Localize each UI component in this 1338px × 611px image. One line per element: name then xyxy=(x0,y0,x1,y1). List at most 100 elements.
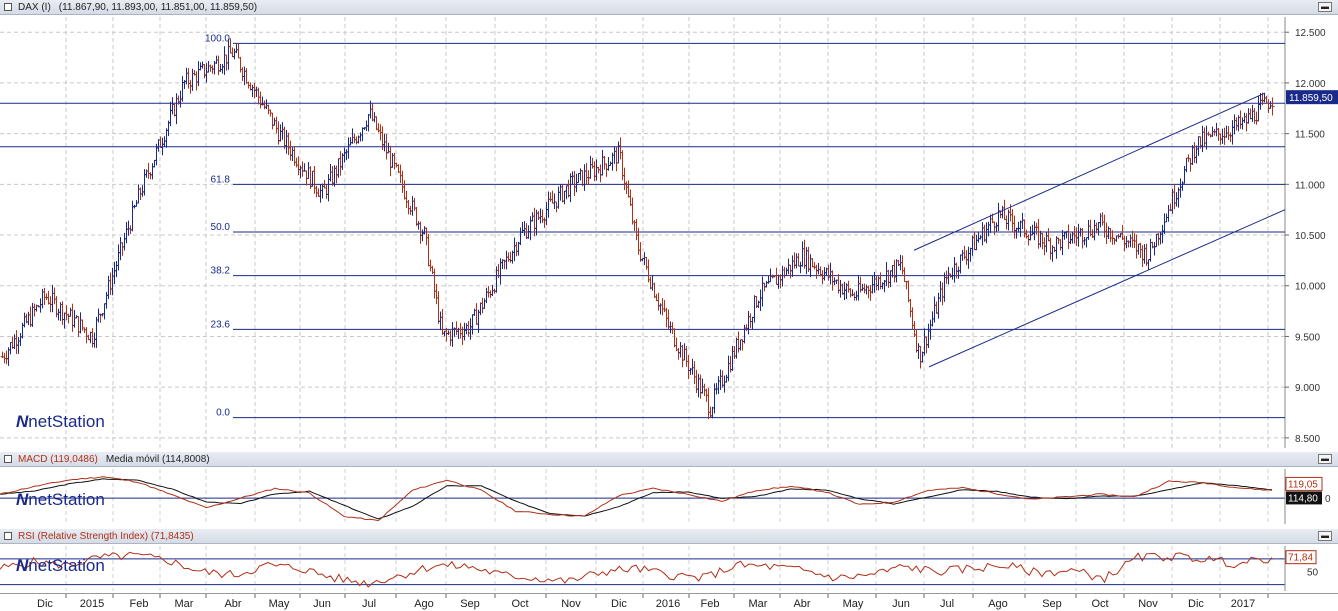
ohlc-bar xyxy=(424,227,429,246)
ohlc-bar xyxy=(1250,104,1255,122)
rsi-chart[interactable]: 50 71,84 xyxy=(0,529,1338,593)
ohlc-bar xyxy=(416,221,421,230)
ohlc-bar xyxy=(988,214,993,233)
x-axis: Dic 2015 Feb Mar Abr May Jun Jul Ago Sep Oct Nov Dic… xyxy=(0,593,1338,611)
last-value-badge xyxy=(1286,90,1338,105)
ohlc-bar xyxy=(104,291,109,309)
ohlc-bar xyxy=(976,232,981,243)
ohlc-bar xyxy=(8,341,13,355)
ohlc-bar xyxy=(1112,237,1117,245)
ohlc-bar xyxy=(530,212,535,222)
ohlc-bar xyxy=(150,163,155,180)
ohlc-bar xyxy=(828,262,833,285)
ohlc-bar xyxy=(1174,192,1179,207)
ohlc-bar xyxy=(692,361,697,385)
price-panel-header[interactable]: DAX (I) (11.867,90, 11.893,00, 11.851,00,… xyxy=(0,0,1338,15)
ohlc-bar xyxy=(932,296,937,323)
ohlc-bar xyxy=(448,330,453,346)
panel-menu-icon[interactable] xyxy=(4,532,12,540)
ohlc-bar xyxy=(188,79,193,94)
y-tick-label: 50 xyxy=(1307,568,1319,579)
ohlc-bar xyxy=(172,102,177,117)
ohlc-bar xyxy=(538,208,543,224)
ohlc-bar xyxy=(748,313,753,329)
ohlc-bar xyxy=(710,406,715,419)
ohlc-bar xyxy=(240,67,245,81)
x-tick-label: May xyxy=(843,598,864,610)
price-chart[interactable]: 100.0 61.8 50.0 38.2 23.6 0.0 12.500 12.000 11.… xyxy=(0,0,1338,450)
ohlc-bar xyxy=(238,56,243,73)
ohlc-bar xyxy=(656,292,661,311)
ohlc-bar xyxy=(672,328,677,348)
y-tick-label: 9.500 xyxy=(1295,332,1320,343)
ohlc-bar xyxy=(1018,220,1023,237)
ohlc-bar xyxy=(60,301,65,325)
ohlc-bar xyxy=(422,226,427,235)
ohlc-bar xyxy=(190,68,195,91)
ohlc-bar xyxy=(400,170,405,194)
ohlc-bar xyxy=(42,287,47,306)
ohlc-bar xyxy=(306,161,311,180)
ohlc-bar xyxy=(458,323,463,339)
macd-chart[interactable]: 0 119,05 114,80 xyxy=(0,452,1338,526)
fibonacci-label: 38.2 xyxy=(211,266,231,277)
macd-last-label: 119,05 xyxy=(1288,479,1318,490)
ohlc-bar xyxy=(1134,234,1139,259)
rsi-last-badge xyxy=(1285,550,1317,565)
x-tick-label: Jul xyxy=(362,598,376,610)
ohlc-bar xyxy=(174,93,179,125)
ohlc-bar xyxy=(602,155,607,170)
ohlc-bar xyxy=(736,331,741,353)
ohlc-bar xyxy=(654,293,659,302)
ohlc-bar xyxy=(86,334,91,341)
ohlc-bar xyxy=(842,281,847,301)
ohlc-bar xyxy=(1270,97,1275,116)
ohlc-bar xyxy=(84,327,89,344)
ohlc-bar xyxy=(114,260,119,278)
ohlc-bar xyxy=(244,68,249,84)
rsi-panel-header[interactable]: RSI (Relative Strength Index) (71,8435) … xyxy=(0,529,1338,544)
ohlc-bar xyxy=(952,257,957,283)
ohlc-bar xyxy=(1130,230,1135,248)
ohlc-bar xyxy=(894,259,899,283)
ohlc-bar xyxy=(52,287,57,305)
ohlc-bar xyxy=(324,185,329,199)
ohlc-bar xyxy=(632,220,637,232)
ohlc-bar xyxy=(862,283,867,294)
ohlc-bar xyxy=(312,166,317,194)
ohlc-bar xyxy=(628,189,633,206)
ohlc-bar xyxy=(116,244,121,271)
macd-panel: MACD (119,0486) Media móvil (114,8008) ▬ … xyxy=(0,452,1338,526)
ohlc-bar xyxy=(700,378,705,394)
ohlc-bar xyxy=(90,328,95,348)
ohlc-bar xyxy=(56,308,61,321)
ohlc-bar xyxy=(130,200,135,232)
x-tick-label: Oct xyxy=(1091,598,1108,610)
ohlc-bar xyxy=(1032,221,1037,241)
ohlc-bar xyxy=(428,259,433,272)
panel-minimize-button[interactable]: ▬ xyxy=(1318,531,1332,541)
panel-menu-icon[interactable] xyxy=(4,3,12,11)
ohlc-bar xyxy=(984,222,989,244)
ohlc-bar xyxy=(1088,219,1093,237)
ohlc-bar xyxy=(544,202,549,226)
ohlc-bar xyxy=(66,313,71,324)
y-tick-label: 12.000 xyxy=(1295,79,1326,90)
ohlc-bar xyxy=(1204,125,1209,150)
ohlc-bar xyxy=(1192,142,1197,163)
ohlc-bar xyxy=(242,66,247,86)
panel-minimize-button[interactable]: ▬ xyxy=(1318,454,1332,464)
ohlc-bar xyxy=(286,132,291,156)
ohlc-bar xyxy=(1266,99,1271,114)
ohlc-bar xyxy=(444,327,449,342)
panel-menu-icon[interactable] xyxy=(4,455,12,463)
ohlc-bar xyxy=(270,112,275,130)
ohlc-bar xyxy=(1196,136,1201,156)
ohlc-bar xyxy=(374,116,379,131)
x-tick-label: Mar xyxy=(175,598,194,610)
panel-minimize-button[interactable]: ▬ xyxy=(1318,2,1332,12)
ohlc-bar xyxy=(908,298,913,318)
ohlc-bar xyxy=(338,151,343,176)
macd-panel-header[interactable]: MACD (119,0486) Media móvil (114,8008) ▬ xyxy=(0,452,1338,467)
x-tick-label: Dic xyxy=(611,598,627,610)
